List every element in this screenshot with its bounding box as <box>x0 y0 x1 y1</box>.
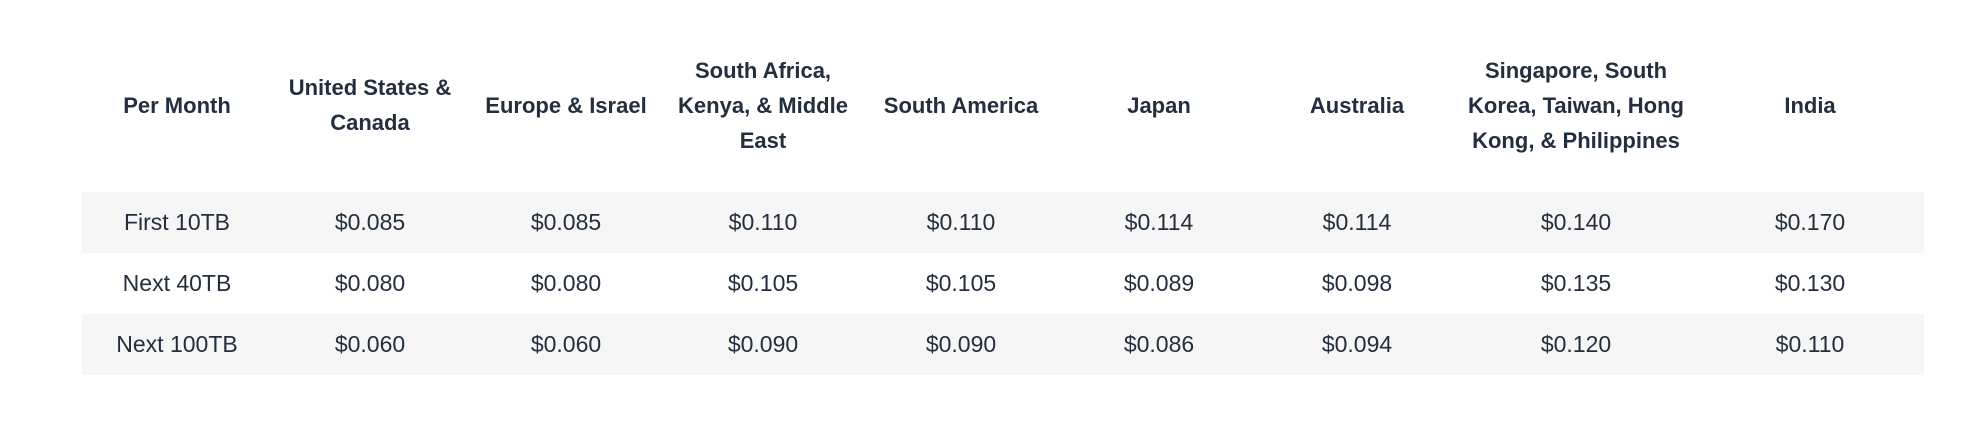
table-row: First 10TB $0.085 $0.085 $0.110 $0.110 $… <box>82 192 1924 253</box>
tier-label-cell: First 10TB <box>82 192 272 253</box>
header-per-month: Per Month <box>123 92 231 118</box>
price-cell: $0.140 <box>1456 192 1696 253</box>
table-row: Next 100TB $0.060 $0.060 $0.090 $0.090 $… <box>82 314 1924 375</box>
price-cell: $0.086 <box>1060 314 1258 375</box>
tier-label-cell: Next 100TB <box>82 314 272 375</box>
price-cell: $0.080 <box>468 253 664 314</box>
price-cell: $0.085 <box>468 192 664 253</box>
pricing-table: Per Month United States & Canada Europe … <box>82 18 1924 375</box>
price-cell: $0.060 <box>468 314 664 375</box>
header-singapore-korea-taiwan-hk-philippines: Singapore, South Korea, Taiwan, Hong Kon… <box>1468 57 1684 153</box>
header-europe-israel: Europe & Israel <box>485 92 647 118</box>
price-cell: $0.120 <box>1456 314 1696 375</box>
header-south-africa-kenya-middle-east: South Africa, Kenya, & Middle East <box>678 57 848 153</box>
price-cell: $0.110 <box>1696 314 1924 375</box>
pricing-table-container: Per Month United States & Canada Europe … <box>82 18 1924 375</box>
price-cell: $0.110 <box>862 192 1060 253</box>
price-cell: $0.085 <box>272 192 468 253</box>
header-united-states-canada: United States & Canada <box>288 75 452 135</box>
price-cell: $0.130 <box>1696 253 1924 314</box>
price-cell: $0.090 <box>862 314 1060 375</box>
price-cell: $0.170 <box>1696 192 1924 253</box>
price-cell: $0.098 <box>1258 253 1456 314</box>
table-body: First 10TB $0.085 $0.085 $0.110 $0.110 $… <box>82 192 1924 375</box>
price-cell: $0.080 <box>272 253 468 314</box>
price-cell: $0.105 <box>862 253 1060 314</box>
table-row: Next 40TB $0.080 $0.080 $0.105 $0.105 $0… <box>82 253 1924 314</box>
tier-label-cell: Next 40TB <box>82 253 272 314</box>
price-cell: $0.105 <box>664 253 862 314</box>
header-south-america: South America <box>883 92 1039 118</box>
price-cell: $0.060 <box>272 314 468 375</box>
price-cell: $0.135 <box>1456 253 1696 314</box>
header-india: India <box>1784 92 1836 118</box>
price-cell: $0.094 <box>1258 314 1456 375</box>
price-cell: $0.114 <box>1258 192 1456 253</box>
price-cell: $0.089 <box>1060 253 1258 314</box>
header-australia: Australia <box>1309 92 1405 118</box>
table-header: Per Month United States & Canada Europe … <box>82 18 1924 192</box>
price-cell: $0.114 <box>1060 192 1258 253</box>
header-japan: Japan <box>1127 92 1191 118</box>
price-cell: $0.110 <box>664 192 862 253</box>
header-row: Per Month United States & Canada Europe … <box>82 18 1924 192</box>
price-cell: $0.090 <box>664 314 862 375</box>
